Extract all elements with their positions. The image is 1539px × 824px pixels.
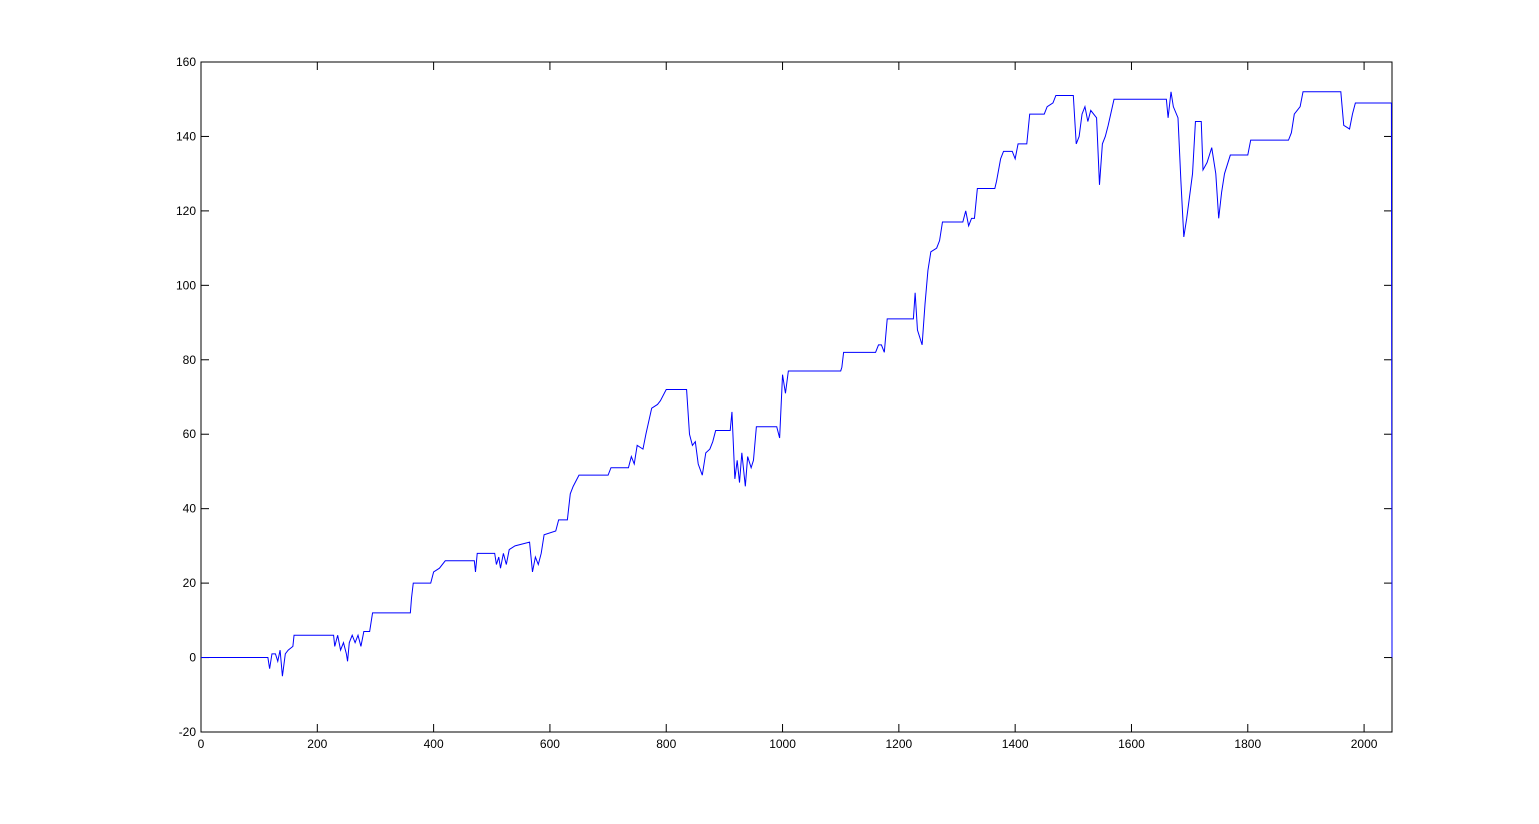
y-tick-label: 60 [183, 427, 197, 441]
y-tick-label: 140 [176, 129, 196, 143]
x-tick-label: 600 [540, 737, 560, 751]
y-tick-label: 40 [183, 502, 197, 516]
x-tick-label: 2000 [1351, 737, 1378, 751]
x-tick-label: 1200 [886, 737, 913, 751]
x-tick-label: 1000 [769, 737, 796, 751]
x-tick-label: 400 [424, 737, 444, 751]
y-tick-label: 80 [183, 353, 197, 367]
y-tick-label: 100 [176, 278, 196, 292]
x-tick-label: 200 [307, 737, 327, 751]
x-tick-label: 1400 [1002, 737, 1029, 751]
y-tick-label: -20 [179, 725, 197, 739]
x-tick-label: 1800 [1234, 737, 1261, 751]
x-tick-label: 1600 [1118, 737, 1145, 751]
y-tick-label: 120 [176, 204, 196, 218]
plot-area [200, 61, 1393, 733]
data-line [201, 91, 1393, 677]
x-tick-label: 0 [198, 737, 205, 751]
y-tick-label: 160 [176, 55, 196, 69]
y-tick-label: 0 [189, 651, 196, 665]
y-tick-label: 20 [183, 576, 197, 590]
x-tick-label: 800 [656, 737, 676, 751]
